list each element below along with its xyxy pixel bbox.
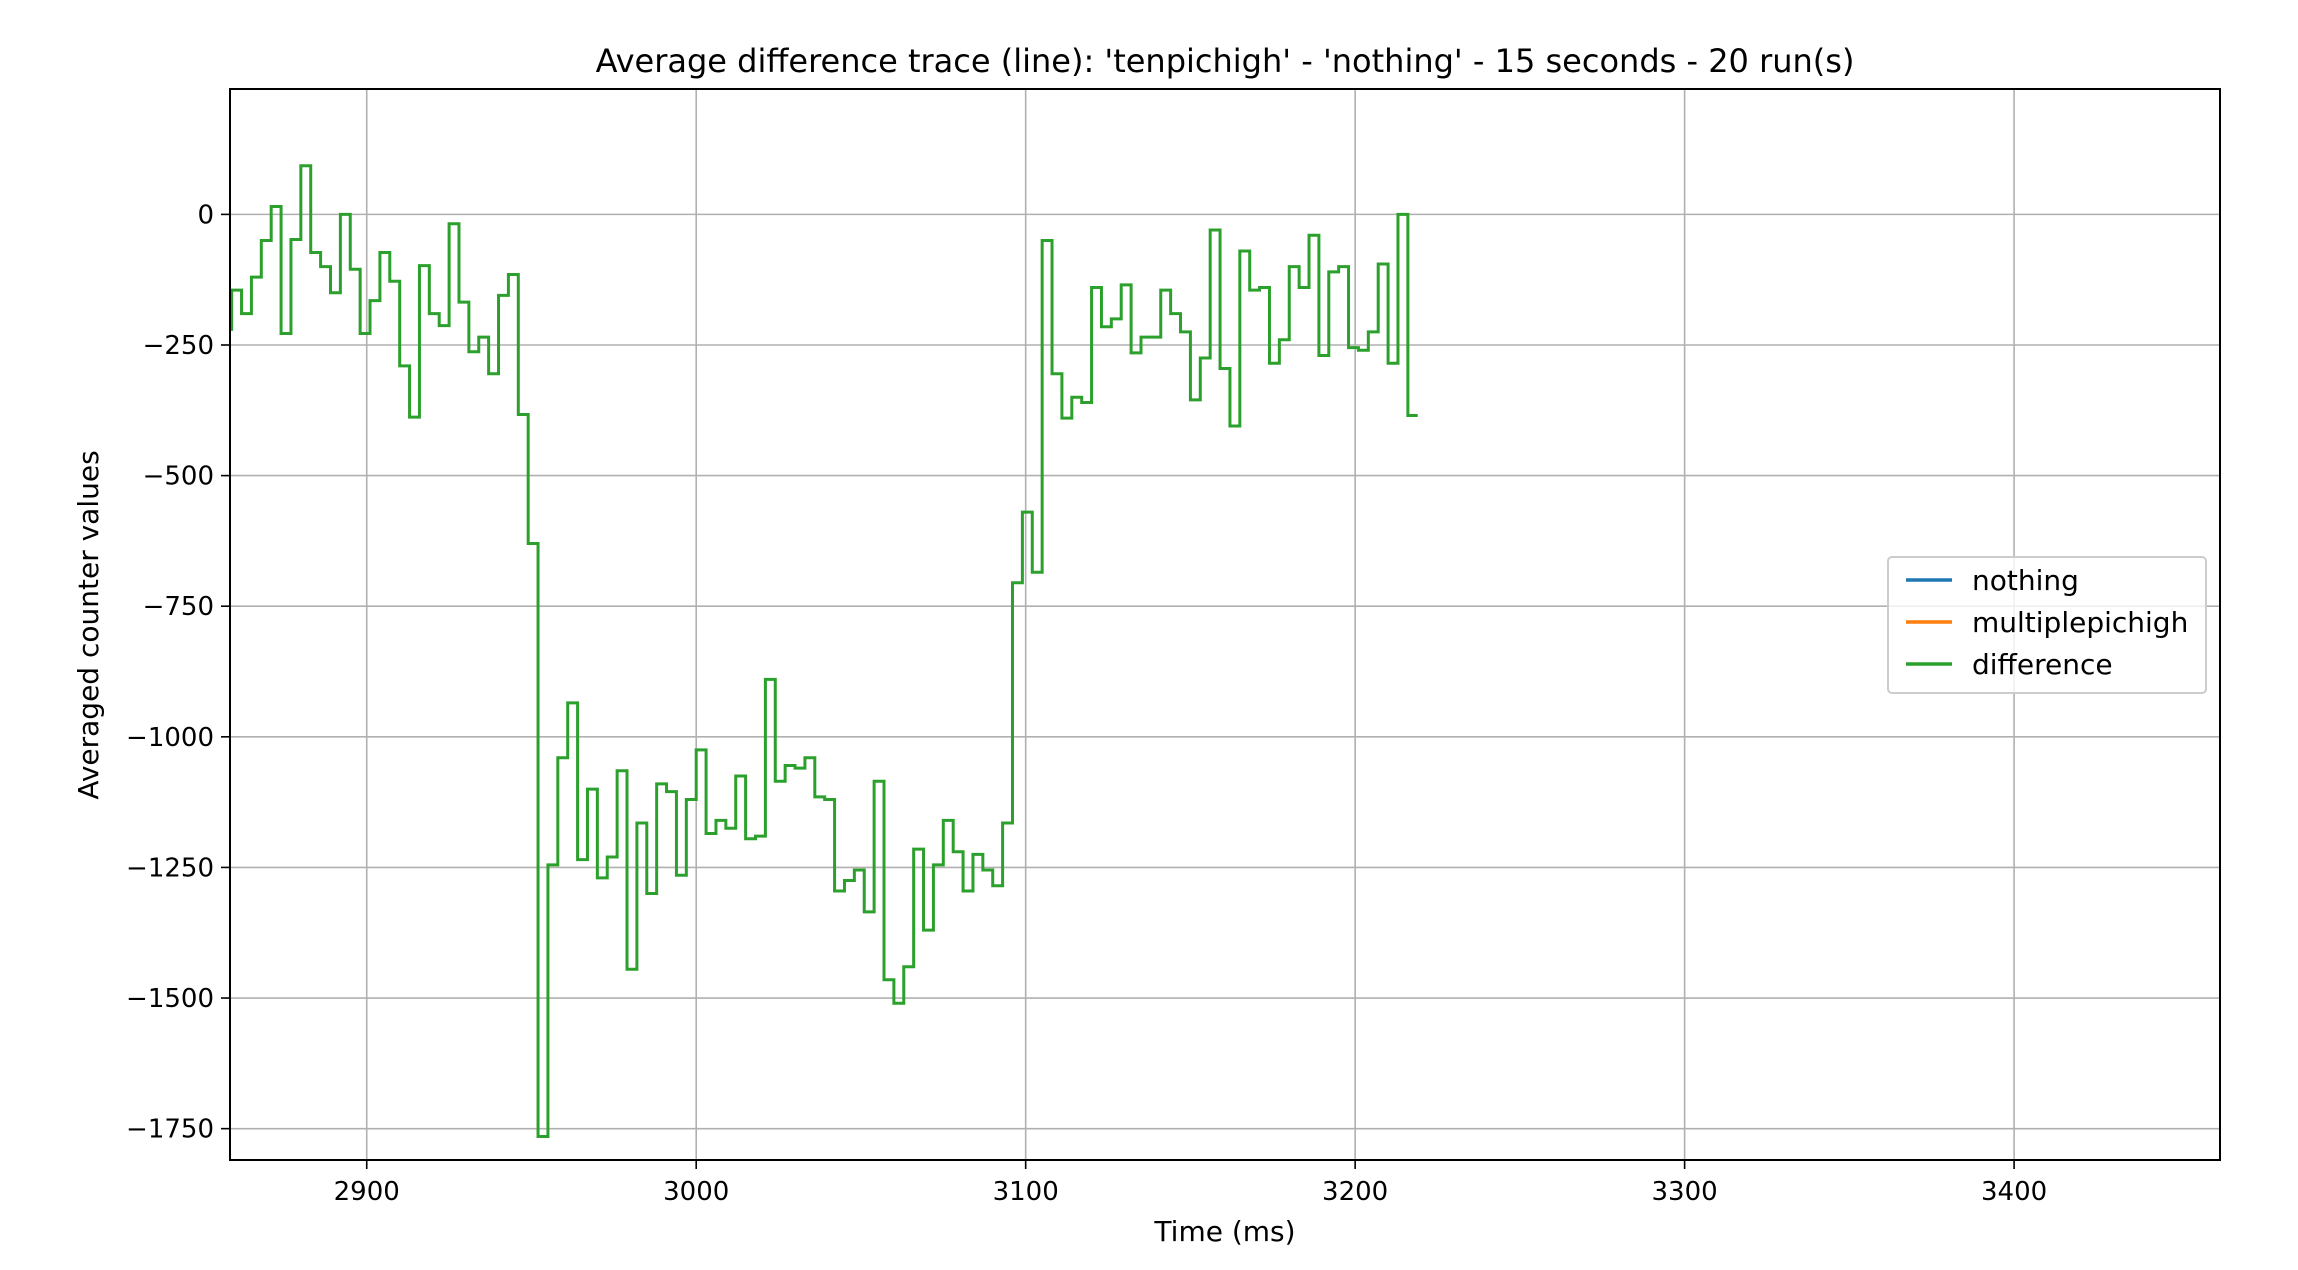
legend-box	[1887, 556, 2207, 694]
y-axis: 0 −250 −500 −750 −1000 −1250 −1500 −1750	[126, 200, 230, 1145]
legend-label-difference: difference	[1972, 648, 2113, 681]
plot-frame	[229, 88, 2221, 1161]
x-tick-label: 3300	[1652, 1177, 1718, 1207]
legend-label-multiplepichigh: multiplepichigh	[1972, 606, 2188, 639]
y-tick-label: −1000	[126, 723, 214, 753]
series-line-difference	[230, 164, 1418, 1138]
y-tick-label: −250	[143, 331, 214, 361]
series-lines	[230, 164, 1418, 1138]
x-tick-label: 3100	[993, 1177, 1059, 1207]
y-tick-label: −500	[143, 462, 214, 492]
y-tick-label: −1750	[126, 1115, 214, 1145]
y-tick-label: 0	[197, 200, 214, 230]
y-tick-label: −1250	[126, 853, 214, 883]
x-axis: 2900 3000 3100 3200 3300 3400	[334, 1160, 2047, 1207]
legend: nothing multiplepichigh difference	[1887, 556, 2207, 694]
y-tick-label: −750	[143, 592, 214, 622]
x-tick-label: 2900	[334, 1177, 400, 1207]
legend-label-nothing: nothing	[1972, 564, 2079, 597]
y-axis-label: Averaged counter values	[72, 450, 105, 799]
x-tick-label: 3400	[1981, 1177, 2047, 1207]
x-axis-label: Time (ms)	[1153, 1215, 1295, 1248]
y-tick-label: −1500	[126, 984, 214, 1014]
x-tick-label: 3200	[1322, 1177, 1388, 1207]
chart-title: Average difference trace (line): 'tenpic…	[596, 42, 1855, 80]
x-tick-label: 3000	[663, 1177, 729, 1207]
